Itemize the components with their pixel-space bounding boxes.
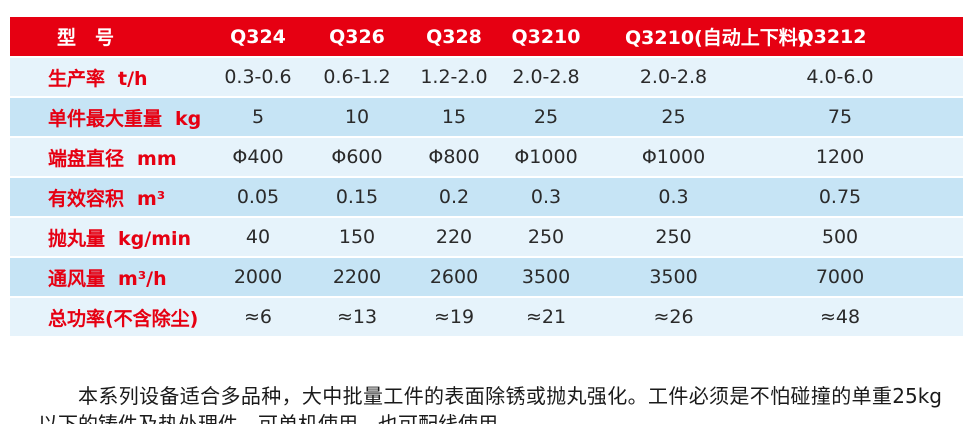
cell-value: 25: [533, 106, 559, 128]
cell-value: ≈6: [243, 306, 272, 328]
header-model-q326: Q326: [329, 25, 385, 48]
cell-value: ≈26: [653, 306, 694, 328]
cell-value: 0.05: [236, 186, 280, 208]
row-label-text: 通风量: [48, 267, 106, 290]
cell-value: 0.75: [818, 186, 862, 208]
header-model-q3210-auto: Q3210(自动上下料): [625, 27, 807, 49]
cell-value: 250: [527, 226, 565, 248]
cell-value: Φ1000: [514, 146, 578, 168]
cell-value: 75: [827, 106, 853, 128]
cell-value: 2600: [429, 266, 479, 288]
cell-value: 0.3: [530, 186, 562, 208]
cell-value: Φ1000: [641, 146, 706, 168]
row-unit: t/h: [118, 67, 148, 90]
row-unit: kg: [175, 107, 202, 130]
row-label: 总功率(不含除尘): [10, 304, 208, 331]
cell-value: 2000: [233, 266, 283, 288]
cell-value: ≈21: [525, 306, 567, 328]
cell-value: ≈48: [819, 306, 861, 328]
row-label-text: 单件最大重量: [48, 107, 163, 130]
row-label: 有效容积 m³: [10, 184, 208, 211]
table-row-total-power: 总功率(不含除尘) ≈6 ≈13 ≈19 ≈21 ≈26 ≈48: [10, 298, 963, 336]
row-label: 通风量 m³/h: [10, 264, 208, 291]
row-unit: mm: [137, 147, 177, 170]
cell-value: 15: [441, 106, 467, 128]
cell-value: 2.0-2.8: [512, 66, 580, 88]
table-row-effective-volume: 有效容积 m³ 0.05 0.15 0.2 0.3 0.3 0.75: [10, 178, 963, 216]
cell-value: 1.2-2.0: [420, 66, 488, 88]
cell-value: 500: [821, 226, 859, 248]
cell-value: Φ800: [428, 146, 480, 168]
cell-value: 150: [338, 226, 376, 248]
cell-value: 2200: [332, 266, 382, 288]
table-row-max-piece-weight: 单件最大重量 kg 5 10 15 25 25 75: [10, 98, 963, 136]
header-model-q3210: Q3210: [511, 25, 581, 48]
cell-value: 0.6-1.2: [323, 66, 391, 88]
cell-value: 25: [661, 106, 686, 128]
header-model-q328: Q328: [426, 25, 482, 48]
row-label-text: 端盘直径: [48, 147, 125, 170]
row-label-text: 有效容积: [48, 187, 125, 210]
cell-value: 0.15: [335, 186, 379, 208]
row-unit: m³: [137, 187, 166, 210]
row-label: 单件最大重量 kg: [10, 104, 208, 131]
row-unit: kg/min: [118, 227, 192, 250]
cell-value: 3500: [521, 266, 571, 288]
row-label-text: 抛丸量: [48, 227, 106, 250]
cell-value: 40: [245, 226, 271, 248]
cell-value: 0.3: [658, 186, 689, 208]
header-model-label: 型 号: [57, 27, 115, 49]
header-model-q324: Q324: [230, 25, 286, 48]
cell-value: 3500: [649, 266, 698, 288]
cell-value: 4.0-6.0: [806, 66, 874, 88]
cell-value: Φ600: [331, 146, 383, 168]
table-row-shot-flow: 抛丸量 kg/min 40 150 220 250 250 500: [10, 218, 963, 256]
row-label-text: 总功率(不含除尘): [48, 307, 199, 330]
row-label: 端盘直径 mm: [10, 144, 208, 171]
table-row-disc-diameter: 端盘直径 mm Φ400 Φ600 Φ800 Φ1000 Φ1000 1200: [10, 138, 963, 176]
row-label: 生产率 t/h: [10, 64, 208, 91]
series-description: 本系列设备适合多品种，大中批量工件的表面除锈或抛丸强化。工件必须是不怕碰撞的单重…: [38, 384, 942, 424]
cell-value: 250: [655, 226, 692, 248]
cell-value: 2.0-2.8: [639, 66, 708, 88]
cell-value: 10: [344, 106, 370, 128]
cell-value: 0.3-0.6: [224, 66, 292, 88]
row-label-text: 生产率: [48, 67, 106, 90]
row-label: 抛丸量 kg/min: [10, 224, 208, 251]
cell-value: 220: [435, 226, 473, 248]
cell-value: Φ400: [232, 146, 284, 168]
cell-value: ≈19: [433, 306, 475, 328]
table-row-ventilation: 通风量 m³/h 2000 2200 2600 3500 3500 7000: [10, 258, 963, 296]
cell-value: 7000: [815, 266, 865, 288]
spec-table: 型 号 Q324 Q326 Q328 Q3210 Q3210(自动上下料) Q3…: [10, 17, 963, 338]
table-header-row: 型 号 Q324 Q326 Q328 Q3210 Q3210(自动上下料) Q3…: [10, 17, 963, 56]
cell-value: 5: [251, 106, 265, 128]
cell-value: ≈13: [336, 306, 378, 328]
row-unit: m³/h: [118, 267, 167, 290]
cell-value: 0.2: [438, 186, 470, 208]
table-row-production-rate: 生产率 t/h 0.3-0.6 0.6-1.2 1.2-2.0 2.0-2.8 2…: [10, 58, 963, 96]
header-model-q3212: Q3212: [797, 25, 867, 48]
cell-value: 1200: [815, 146, 865, 168]
